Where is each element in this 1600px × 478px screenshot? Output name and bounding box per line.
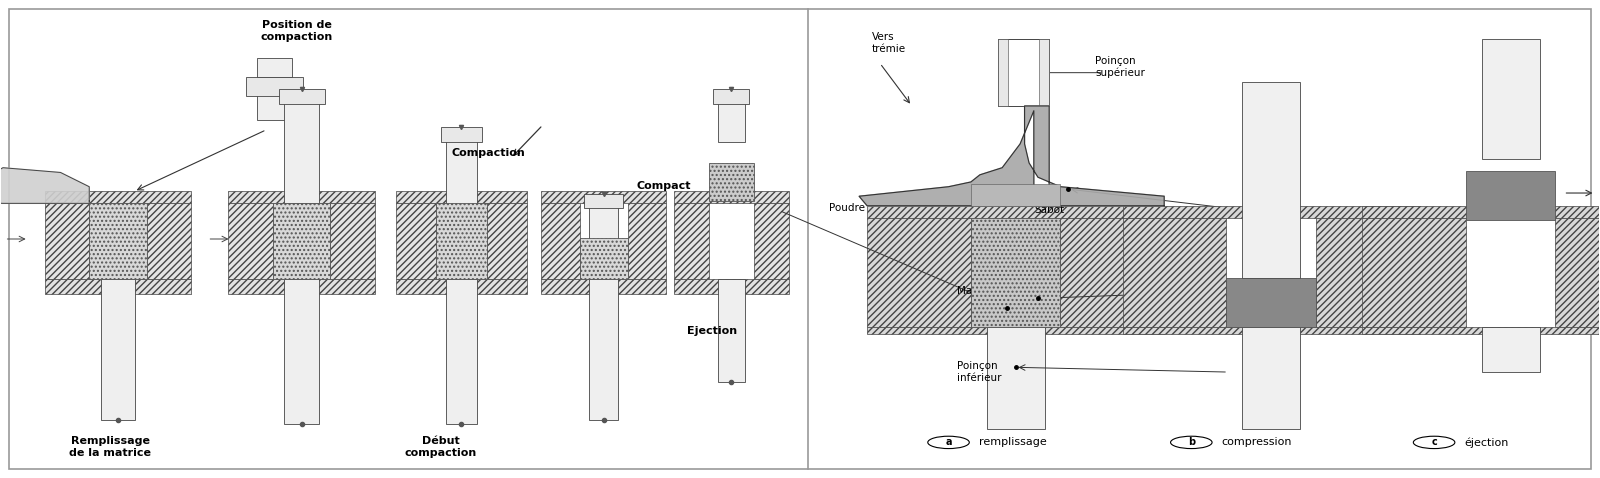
Text: Poinçon
inférieur: Poinçon inférieur: [957, 361, 1002, 383]
Bar: [446, 280, 477, 424]
Bar: [1123, 217, 1227, 327]
Bar: [258, 58, 291, 77]
Bar: [1482, 327, 1539, 372]
Bar: [229, 280, 374, 293]
Bar: [709, 163, 754, 201]
Bar: [867, 327, 1165, 334]
Text: c: c: [1432, 437, 1437, 447]
Text: Sabot: Sabot: [1035, 206, 1066, 216]
FancyBboxPatch shape: [10, 9, 1590, 469]
Text: Début
compaction: Début compaction: [405, 436, 477, 458]
Bar: [147, 203, 192, 280]
Text: Poinçon
supérieur: Poinçon supérieur: [1096, 56, 1146, 78]
Bar: [45, 192, 192, 203]
Bar: [258, 92, 291, 120]
Bar: [541, 280, 666, 293]
Bar: [395, 280, 526, 293]
Text: Compact: Compact: [637, 182, 691, 192]
Bar: [1315, 217, 1419, 327]
Bar: [1242, 82, 1301, 278]
Polygon shape: [0, 168, 90, 203]
Bar: [579, 238, 627, 280]
Bar: [446, 137, 477, 222]
Bar: [45, 280, 192, 293]
Text: Poudre: Poudre: [829, 203, 864, 213]
Bar: [589, 203, 618, 261]
Bar: [971, 185, 1061, 206]
Bar: [442, 127, 482, 141]
Bar: [274, 203, 331, 280]
Text: éjection: éjection: [1464, 437, 1509, 447]
Bar: [229, 192, 374, 203]
Bar: [987, 327, 1045, 429]
Bar: [541, 192, 666, 203]
Text: Matrice: Matrice: [957, 286, 995, 296]
Bar: [714, 89, 749, 104]
Bar: [1555, 217, 1600, 327]
Text: b: b: [1187, 437, 1195, 447]
Bar: [101, 280, 136, 420]
Bar: [1362, 327, 1600, 334]
Bar: [718, 280, 744, 381]
Bar: [1466, 171, 1555, 220]
Text: compression: compression: [1222, 437, 1293, 447]
Bar: [435, 203, 486, 280]
Bar: [246, 77, 304, 97]
Bar: [541, 203, 579, 280]
Bar: [1242, 327, 1301, 429]
Bar: [589, 280, 618, 420]
Text: Position de
compaction: Position de compaction: [261, 21, 333, 42]
Bar: [971, 217, 1061, 327]
Bar: [395, 203, 435, 280]
Bar: [1038, 39, 1050, 106]
Bar: [867, 206, 1165, 217]
Bar: [674, 192, 789, 203]
Text: Vers
trémie: Vers trémie: [872, 33, 906, 54]
Bar: [584, 194, 622, 208]
Text: remplissage: remplissage: [979, 437, 1046, 447]
Bar: [285, 280, 318, 424]
Bar: [674, 203, 709, 280]
Bar: [867, 217, 971, 327]
Bar: [285, 99, 318, 203]
Text: Ejection: Ejection: [686, 326, 738, 337]
Bar: [754, 203, 789, 280]
Bar: [1362, 217, 1466, 327]
Bar: [1123, 206, 1419, 217]
Bar: [229, 203, 274, 280]
Bar: [45, 203, 90, 280]
Bar: [674, 280, 789, 293]
Bar: [278, 89, 325, 104]
Bar: [718, 99, 744, 141]
Bar: [1362, 206, 1600, 217]
Polygon shape: [859, 106, 1165, 206]
Bar: [90, 203, 147, 280]
Bar: [998, 39, 1008, 106]
Bar: [331, 203, 374, 280]
Bar: [1482, 39, 1539, 159]
Bar: [1061, 217, 1165, 327]
Bar: [627, 203, 666, 280]
Bar: [1123, 327, 1419, 334]
Bar: [486, 203, 526, 280]
Text: Compaction: Compaction: [451, 148, 525, 158]
Text: Remplissage
de la matrice: Remplissage de la matrice: [69, 436, 150, 458]
Text: a: a: [946, 437, 952, 447]
Bar: [395, 192, 526, 203]
Bar: [1227, 278, 1315, 327]
Bar: [998, 39, 1050, 106]
